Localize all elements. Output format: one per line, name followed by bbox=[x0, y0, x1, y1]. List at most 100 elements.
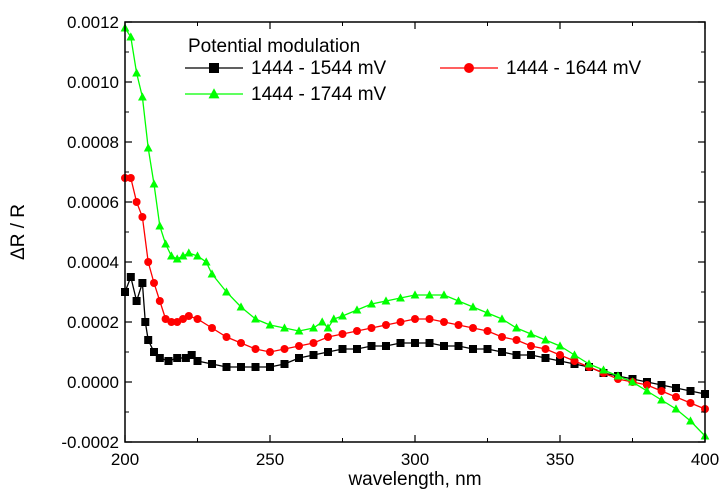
data-point bbox=[155, 354, 164, 362]
data-point bbox=[367, 324, 376, 332]
data-point bbox=[144, 336, 153, 344]
data-point bbox=[251, 345, 260, 353]
data-point bbox=[324, 333, 332, 341]
data-point bbox=[201, 257, 211, 266]
y-tick-label: 0.0010 bbox=[67, 73, 119, 92]
x-tick-label: 300 bbox=[401, 450, 429, 469]
data-point bbox=[382, 342, 390, 350]
data-point bbox=[454, 342, 463, 350]
data-point bbox=[181, 354, 190, 362]
labels-layer: 200 250 300 350 400 -0.0002 0.0000 0.0002 0.0004… bbox=[61, 13, 719, 469]
data-point bbox=[483, 345, 492, 353]
data-point bbox=[309, 351, 318, 359]
y-tick-label: 0.0008 bbox=[67, 133, 119, 152]
data-point bbox=[556, 357, 564, 365]
data-point bbox=[599, 365, 608, 374]
data-point bbox=[483, 308, 492, 317]
data-point bbox=[132, 198, 141, 206]
legend: Potential modulation 1444 - 1544 mV 1444 … bbox=[185, 36, 642, 105]
legend-marker bbox=[464, 63, 474, 73]
legend-label: 1444 - 1644 mV bbox=[506, 58, 642, 79]
data-point bbox=[584, 359, 594, 368]
data-point bbox=[411, 339, 419, 347]
data-point bbox=[143, 143, 153, 152]
data-point bbox=[498, 348, 506, 356]
series-2 bbox=[120, 23, 710, 440]
data-point bbox=[193, 315, 202, 323]
data-point bbox=[266, 348, 274, 356]
data-point bbox=[352, 305, 362, 314]
data-point bbox=[208, 324, 216, 332]
data-point bbox=[126, 174, 135, 182]
data-point bbox=[381, 296, 391, 305]
data-point bbox=[425, 339, 434, 347]
data-point bbox=[138, 213, 147, 221]
data-point bbox=[324, 348, 332, 356]
data-point bbox=[410, 290, 420, 299]
data-point bbox=[222, 363, 231, 371]
x-axis-label: wavelength, nm bbox=[347, 469, 481, 490]
data-point bbox=[138, 92, 147, 101]
legend-item: 1444 - 1744 mV bbox=[185, 84, 387, 105]
data-point bbox=[237, 339, 245, 347]
data-point bbox=[138, 279, 147, 287]
data-point bbox=[126, 273, 135, 281]
data-point bbox=[440, 342, 448, 350]
data-point bbox=[672, 393, 680, 401]
data-point bbox=[570, 350, 579, 359]
data-point bbox=[483, 327, 492, 335]
data-point bbox=[613, 371, 623, 380]
y-tick-label: -0.0002 bbox=[61, 433, 119, 452]
data-point bbox=[309, 339, 318, 347]
data-point bbox=[454, 296, 463, 305]
legend-item: 1444 - 1644 mV bbox=[440, 58, 642, 79]
data-point bbox=[686, 399, 695, 407]
data-point bbox=[541, 345, 550, 353]
data-point bbox=[126, 32, 136, 41]
data-point bbox=[512, 323, 521, 332]
data-point bbox=[150, 279, 158, 287]
data-point bbox=[468, 302, 478, 311]
data-point bbox=[184, 312, 193, 320]
data-point bbox=[526, 329, 536, 338]
data-point bbox=[280, 323, 289, 332]
data-point bbox=[317, 317, 327, 326]
data-point bbox=[686, 387, 695, 395]
data-point bbox=[167, 318, 176, 326]
legend-title: Potential modulation bbox=[188, 36, 360, 57]
data-point bbox=[172, 254, 182, 263]
data-point bbox=[469, 324, 477, 332]
data-point bbox=[367, 342, 376, 350]
data-point bbox=[396, 339, 405, 347]
data-point bbox=[167, 251, 176, 260]
data-point bbox=[642, 386, 652, 395]
data-point bbox=[236, 302, 246, 311]
data-point bbox=[657, 395, 666, 404]
data-point bbox=[439, 290, 449, 299]
data-point bbox=[193, 251, 202, 260]
data-point bbox=[657, 381, 666, 389]
data-point bbox=[628, 377, 637, 386]
data-point bbox=[208, 360, 216, 368]
data-point bbox=[541, 335, 550, 344]
data-point bbox=[280, 345, 289, 353]
data-point bbox=[541, 354, 550, 362]
data-point bbox=[251, 363, 260, 371]
data-point bbox=[178, 251, 188, 260]
legend-marker bbox=[209, 63, 219, 73]
data-point bbox=[132, 297, 141, 305]
data-point bbox=[323, 323, 333, 332]
data-point bbox=[155, 221, 165, 230]
x-tick-label: 200 bbox=[111, 450, 139, 469]
data-point bbox=[309, 323, 318, 332]
data-point bbox=[150, 348, 158, 356]
data-point bbox=[155, 297, 164, 305]
data-point bbox=[265, 320, 275, 329]
data-point bbox=[161, 239, 170, 248]
data-point bbox=[498, 333, 506, 341]
data-point bbox=[132, 68, 141, 77]
data-point bbox=[141, 318, 150, 326]
data-point bbox=[396, 293, 405, 302]
data-point bbox=[570, 357, 579, 365]
